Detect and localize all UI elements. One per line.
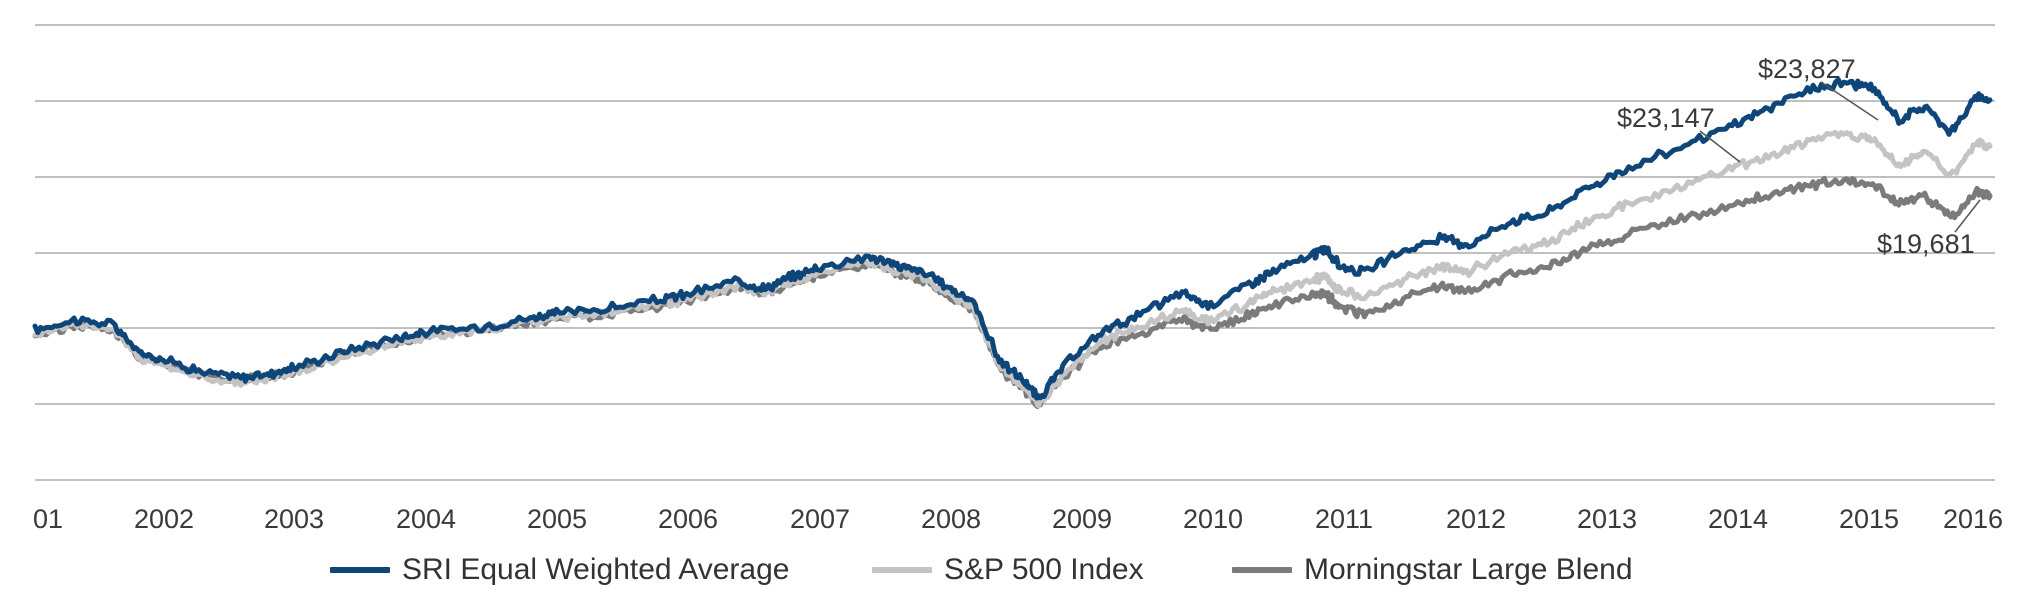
line-chart: $23,827 $23,147 $19,681 01 2002 2003 2004 2005… xyxy=(32,24,2003,534)
legend-label-sp500: S&P 500 Index xyxy=(944,553,1144,586)
annotation-label: $23,827 xyxy=(1758,54,1856,84)
x-tick-label: 2003 xyxy=(264,504,324,534)
annotation-label: $19,681 xyxy=(1877,229,1975,259)
legend-item-sp500: S&P 500 Index xyxy=(872,553,1144,587)
annotation-label: $23,147 xyxy=(1617,103,1715,133)
legend-item-sri: SRI Equal Weighted Average xyxy=(330,553,789,587)
value-annotations: $23,827 $23,147 $19,681 xyxy=(1617,54,1981,259)
x-tick-label: 2009 xyxy=(1052,504,1112,534)
annotation-leader-line xyxy=(1954,199,1981,233)
x-tick-label: 2011 xyxy=(1315,504,1373,534)
x-tick-label: 2007 xyxy=(790,504,850,534)
legend-swatch-morningstar xyxy=(1232,567,1292,573)
x-tick-label: 2016 xyxy=(1943,504,2003,534)
x-tick-label: 2012 xyxy=(1446,504,1506,534)
chart-legend: SRI Equal Weighted Average S&P 500 Index… xyxy=(0,553,2031,593)
x-tick-label: 2002 xyxy=(134,504,194,534)
annotation-leader-line xyxy=(1820,81,1879,121)
x-tick-label: 2005 xyxy=(527,504,587,534)
x-tick-label: 2010 xyxy=(1183,504,1243,534)
x-tick-label: 2015 xyxy=(1839,504,1899,534)
x-axis-tick-labels: 01 2002 2003 2004 2005 2006 2007 2008 2009 2010 20… xyxy=(33,504,2003,534)
legend-swatch-sri xyxy=(330,567,390,573)
legend-item-morningstar: Morningstar Large Blend xyxy=(1232,553,1633,587)
x-tick-label: 2014 xyxy=(1708,504,1768,534)
x-tick-label: 2004 xyxy=(396,504,456,534)
legend-label-morningstar: Morningstar Large Blend xyxy=(1304,553,1633,586)
legend-label-sri: SRI Equal Weighted Average xyxy=(402,553,790,586)
horizontal-gridlines xyxy=(35,24,1995,481)
annotation-leader-line xyxy=(1699,130,1741,163)
series-line-sri xyxy=(32,77,1993,401)
series-line-sp500 xyxy=(32,129,1993,409)
x-tick-label: 01 xyxy=(33,504,63,534)
x-tick-label: 2008 xyxy=(921,504,981,534)
x-tick-label: 2013 xyxy=(1577,504,1637,534)
legend-swatch-sp500 xyxy=(872,567,932,573)
series-lines xyxy=(32,77,1993,410)
x-tick-label: 2006 xyxy=(658,504,718,534)
